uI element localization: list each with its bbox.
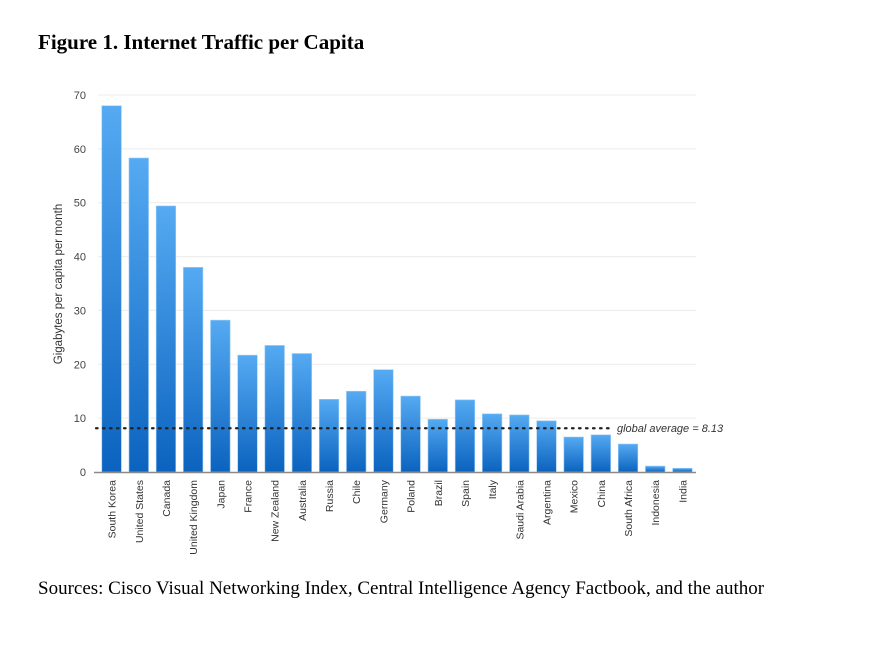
x-tick-label: New Zealand	[270, 480, 282, 542]
x-tick-label: South Korea	[107, 480, 119, 539]
x-tick-label: Italy	[487, 479, 499, 499]
x-tick-label: Chile	[351, 480, 363, 504]
y-tick-label: 10	[74, 413, 86, 425]
x-tick-label: United Kingdom	[188, 480, 200, 555]
y-tick-label: 20	[74, 359, 86, 371]
bar-italy	[482, 413, 503, 473]
bar-russia	[318, 398, 340, 473]
x-tick-label: Argentina	[542, 480, 554, 525]
bar-india	[672, 467, 693, 473]
x-tick-label: Indonesia	[650, 480, 662, 526]
figure-title: Figure 1. Internet Traffic per Capita	[38, 30, 365, 54]
bar-poland	[400, 395, 421, 473]
x-tick-label: India	[677, 480, 689, 503]
bar-united-kingdom	[183, 267, 204, 473]
bars	[101, 105, 693, 473]
bar-france	[237, 354, 258, 473]
x-tick-label: Mexico	[569, 480, 581, 513]
bar-canada	[155, 205, 177, 473]
bar-australia	[291, 353, 312, 473]
bar-united-states	[128, 157, 149, 473]
x-tick-label: Saudi Arabia	[514, 480, 526, 540]
bar-spain	[454, 399, 476, 473]
bar-china	[590, 434, 611, 473]
x-tick-label: China	[596, 480, 608, 508]
bar-south-korea	[101, 105, 122, 473]
bar-south-africa	[617, 443, 639, 473]
global-average-label: global average = 8.13	[617, 423, 724, 435]
x-tick-label: Germany	[378, 479, 390, 523]
x-tick-label: Australia	[297, 480, 309, 521]
x-tick-label: Japan	[215, 480, 227, 509]
bar-saudi-arabia	[509, 414, 530, 473]
bar-indonesia	[645, 465, 666, 473]
x-tick-label: Spain	[460, 480, 472, 507]
bar-germany	[373, 369, 394, 473]
bar-chile	[346, 390, 367, 473]
sources-note: Sources: Cisco Visual Networking Index, …	[38, 578, 765, 599]
x-tick-label: Canada	[161, 480, 173, 517]
y-tick-label: 40	[74, 252, 86, 264]
y-axis-title: Gigabytes per capita per month	[53, 204, 65, 364]
x-tick-label: Poland	[406, 480, 418, 513]
bar-brazil	[427, 418, 448, 473]
y-tick-label: 30	[74, 305, 86, 317]
y-tick-label: 70	[74, 90, 86, 102]
x-tick-label: Brazil	[433, 480, 445, 506]
bar-mexico	[563, 436, 584, 473]
x-tick-label: South Africa	[623, 480, 635, 537]
x-tick-label: France	[243, 480, 255, 513]
y-axis: 0 10 20 30 40 50 60 70	[74, 90, 86, 479]
y-tick-label: 60	[74, 144, 86, 156]
x-tick-label: Russia	[324, 480, 336, 512]
y-tick-label: 50	[74, 198, 86, 210]
y-tick-label: 0	[80, 467, 86, 479]
x-tick-label: United States	[134, 480, 146, 543]
bar-japan	[210, 319, 231, 473]
bar-new-zealand	[264, 345, 285, 473]
x-axis: South Korea United States Canada United Kin…	[107, 479, 690, 554]
